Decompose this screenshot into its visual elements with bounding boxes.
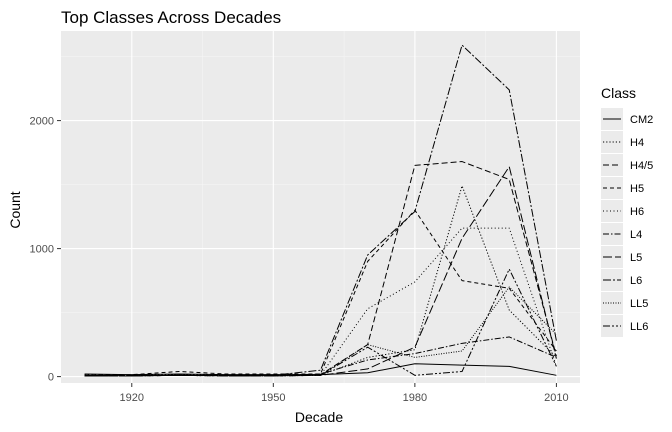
x-axis-title: Decade	[295, 409, 343, 425]
series-line-l4	[84, 336, 557, 376]
series-lines	[84, 44, 557, 377]
legend-label-l6: L6	[630, 275, 642, 287]
series-line-l6	[84, 44, 557, 376]
legend-key-background	[601, 131, 623, 153]
series-line-h6	[84, 227, 557, 376]
plot-panel	[61, 31, 580, 383]
legend-key-background	[601, 292, 623, 314]
legend: Class CM2 H4 H4/5 H5 H6 L4 L5 L6 LL5 LL6	[601, 85, 653, 337]
legend-label-l4: L4	[630, 229, 642, 241]
y-tick-label: 0	[48, 372, 54, 384]
legend-items: CM2 H4 H4/5 H5 H6 L4 L5 L6 LL5 LL6	[601, 108, 653, 337]
series-line-h4-5	[84, 161, 557, 377]
chart-title: Top Classes Across Decades	[61, 8, 281, 27]
legend-label-cm2: CM2	[630, 114, 653, 126]
x-tick-label: 2010	[544, 392, 568, 404]
legend-key-background	[601, 200, 623, 222]
legend-label-h5: H5	[630, 183, 644, 195]
major-gridlines	[61, 31, 580, 383]
x-tick-label: 1980	[403, 392, 427, 404]
legend-label-l5: L5	[630, 252, 642, 264]
legend-label-ll6: LL6	[630, 321, 648, 333]
series-line-h5	[84, 209, 557, 376]
legend-key-background	[601, 269, 623, 291]
y-tick-label: 1000	[30, 244, 54, 256]
y-axis-title: Count	[7, 191, 23, 228]
y-axis-ticks: 0 1000 2000	[30, 116, 61, 384]
x-axis-ticks: 1920 1950 1980 2010	[120, 383, 569, 404]
legend-label-h6: H6	[630, 206, 644, 218]
y-tick-label: 2000	[30, 116, 54, 128]
x-tick-label: 1950	[261, 392, 285, 404]
x-tick-label: 1920	[120, 392, 144, 404]
legend-title: Class	[601, 85, 636, 101]
series-line-ll6	[84, 268, 557, 377]
legend-label-h4-5: H4/5	[630, 160, 653, 172]
minor-gridlines	[61, 31, 580, 383]
legend-label-h4: H4	[630, 137, 644, 149]
legend-label-ll5: LL5	[630, 298, 648, 310]
